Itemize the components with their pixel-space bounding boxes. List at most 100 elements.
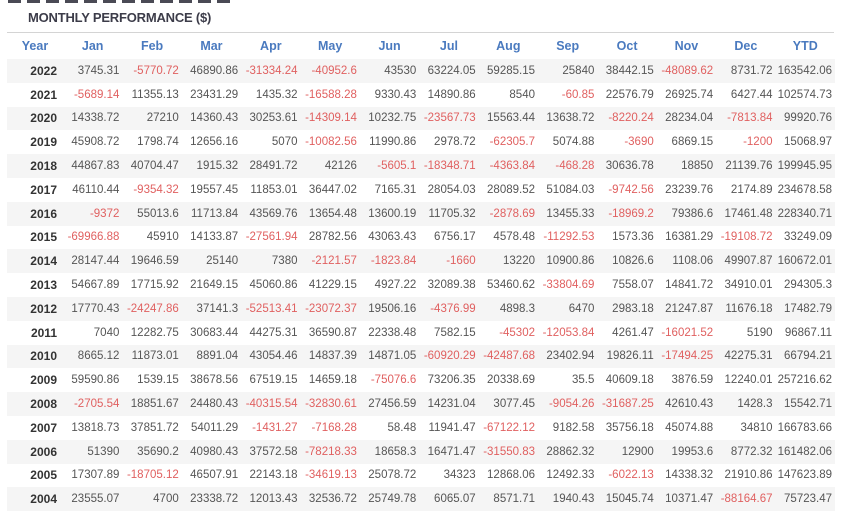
value-cell: 11676.18: [725, 302, 773, 315]
value-cell: -32830.61: [305, 398, 357, 411]
value-cell: -18705.12: [126, 469, 179, 482]
performance-table: Year Jan Feb Mar Apr May Jun Jul Aug Sep Oct Nov Dec…: [7, 33, 835, 512]
value-cell: 59285.15: [487, 64, 535, 77]
value-cell: -11292.53: [543, 231, 595, 244]
column-header-sep[interactable]: Sep: [556, 39, 580, 53]
value-cell: 22338.48: [368, 326, 417, 339]
column-header-apr[interactable]: Apr: [260, 39, 282, 53]
value-cell: 5190: [746, 326, 773, 339]
value-cell: -27561.94: [245, 231, 298, 244]
value-cell: 45908.72: [71, 136, 120, 149]
value-cell: 55013.6: [137, 207, 179, 220]
table-row: 2010 8665.12 11873.01 8891.04 43054.46 14837.…: [7, 344, 835, 369]
value-cell: 14133.87: [190, 231, 239, 244]
value-cell: 13818.73: [71, 421, 120, 434]
value-cell: -75076.6: [370, 374, 417, 387]
value-cell: -31334.24: [245, 64, 298, 77]
value-cell: 17461.48: [724, 207, 773, 220]
divider: [7, 32, 834, 33]
value-cell: 44867.83: [71, 160, 120, 173]
value-cell: 32536.72: [308, 493, 357, 506]
value-cell: -2121.57: [311, 255, 357, 268]
table-row: 2007 13818.73 37851.72 54011.29 -1431.27 -716…: [7, 416, 835, 440]
column-header-dec[interactable]: Dec: [734, 39, 758, 53]
value-cell: 21139.76: [725, 160, 773, 173]
value-cell: 51390: [87, 445, 120, 458]
year-cell: 2014: [30, 254, 57, 269]
value-cell: 234678.58: [777, 183, 832, 196]
value-cell: -9372: [89, 207, 120, 220]
value-cell: -45302: [499, 326, 535, 339]
year-cell: 2011: [30, 325, 57, 340]
value-cell: 53460.62: [487, 279, 535, 292]
value-cell: -19108.72: [720, 231, 773, 244]
value-cell: 6065.07: [434, 493, 476, 506]
value-cell: 23239.76: [665, 183, 714, 196]
value-cell: 18851.67: [130, 398, 179, 411]
value-cell: 19826.11: [606, 350, 654, 363]
year-cell: 2021: [30, 87, 57, 102]
value-cell: 51084.03: [546, 183, 595, 196]
table-row: 2014 28147.44 19646.59 25140 7380 -2121.57 -18…: [7, 249, 835, 274]
value-cell: 4261.47: [612, 326, 654, 339]
value-cell: 166783.66: [777, 421, 832, 434]
value-cell: 11873.01: [131, 350, 179, 363]
value-cell: 163542.06: [777, 64, 832, 77]
year-cell: 2005: [30, 468, 57, 483]
value-cell: 14871.05: [368, 350, 417, 363]
value-cell: 23402.94: [546, 350, 595, 363]
value-cell: 8665.12: [77, 350, 120, 363]
value-cell: 30253.61: [249, 112, 298, 125]
value-cell: -33804.69: [542, 279, 595, 292]
year-cell: 2018: [30, 159, 57, 174]
value-cell: 13654.48: [308, 207, 357, 220]
value-cell: 257216.62: [777, 374, 832, 387]
value-cell: 96867.11: [784, 326, 832, 339]
value-cell: 14659.18: [308, 374, 357, 387]
header-row: Year Jan Feb Mar Apr May Jun Jul Aug Sep Oct Nov Dec…: [7, 33, 835, 59]
panel-title: MONTHLY PERFORMANCE ($): [28, 10, 212, 25]
value-cell: -23567.73: [423, 112, 476, 125]
value-cell: 12656.16: [190, 136, 239, 149]
column-header-jul[interactable]: Jul: [439, 39, 458, 53]
value-cell: 75723.47: [784, 493, 832, 506]
column-header-may[interactable]: May: [318, 39, 343, 53]
value-cell: 28491.72: [249, 160, 298, 173]
clipped-content-above: [8, 0, 230, 3]
value-cell: 28234.04: [665, 112, 714, 125]
column-header-jan[interactable]: Jan: [81, 39, 104, 53]
value-cell: 1915.32: [196, 160, 239, 173]
value-cell: -16588.28: [305, 88, 357, 101]
column-header-year[interactable]: Year: [21, 39, 49, 53]
column-header-aug[interactable]: Aug: [496, 39, 521, 53]
year-cell: 2016: [30, 206, 57, 221]
year-cell: 2015: [30, 230, 57, 245]
value-cell: 21247.87: [665, 302, 714, 315]
column-header-oct[interactable]: Oct: [616, 39, 638, 53]
value-cell: 19506.16: [368, 302, 417, 315]
value-cell: 73206.35: [427, 374, 476, 387]
column-header-nov[interactable]: Nov: [674, 39, 699, 53]
value-cell: 16381.29: [665, 231, 714, 244]
value-cell: 38442.15: [605, 64, 654, 77]
value-cell: 9182.58: [552, 421, 595, 434]
table-header: Year Jan Feb Mar Apr May Jun Jul Aug Sep Oct Nov Dec…: [7, 33, 835, 59]
value-cell: -17494.25: [661, 350, 714, 363]
column-header-feb[interactable]: Feb: [140, 39, 164, 53]
value-cell: 37572.58: [249, 445, 298, 458]
value-cell: 294305.3: [784, 279, 832, 292]
value-cell: 35.5: [571, 374, 595, 387]
value-cell: 34810: [740, 421, 773, 434]
value-cell: 17770.43: [71, 302, 120, 315]
column-header-jun[interactable]: Jun: [378, 39, 401, 53]
value-cell: 1940.43: [552, 493, 595, 506]
column-header-ytd[interactable]: YTD: [792, 39, 818, 53]
value-cell: 14890.86: [427, 88, 476, 101]
value-cell: 13455.33: [546, 207, 595, 220]
value-cell: 37141.3: [196, 302, 239, 315]
column-header-mar[interactable]: Mar: [200, 39, 223, 53]
value-cell: 12868.06: [487, 469, 535, 482]
value-cell: 43530: [384, 64, 417, 77]
value-cell: 99920.76: [784, 112, 832, 125]
value-cell: -52513.41: [245, 302, 298, 315]
